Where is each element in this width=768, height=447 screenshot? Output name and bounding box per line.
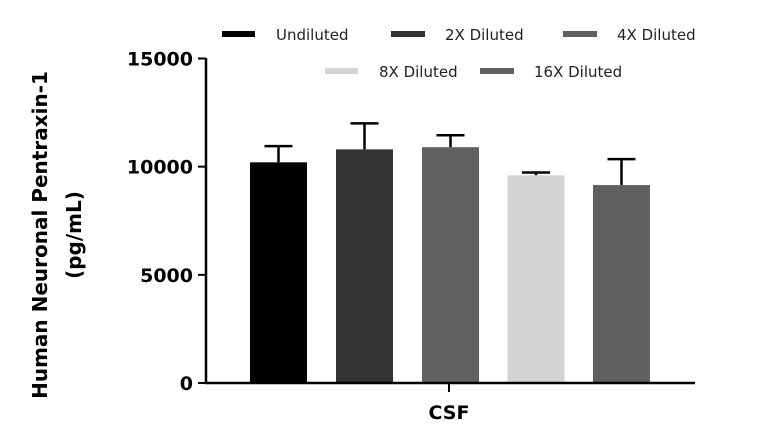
legend-label: Undiluted	[276, 26, 348, 44]
y-tick-label: 5000	[140, 265, 193, 287]
legend-item-undiluted: Undiluted	[222, 26, 348, 44]
bar-2x-diluted	[336, 122, 393, 383]
bar-4x-diluted	[422, 134, 479, 383]
x-axis: CSF	[205, 381, 695, 424]
legend-item-16x-diluted: 16X Diluted	[480, 63, 622, 81]
legend-label: 2X Diluted	[445, 26, 524, 44]
legend-swatch	[222, 31, 255, 37]
y-tick-label: 15000	[127, 49, 193, 71]
legend-swatch	[391, 31, 425, 37]
bar-rect	[507, 175, 565, 383]
legend-label: 4X Diluted	[617, 26, 696, 44]
legend: Undiluted 2X Diluted 4X Diluted 8X Dilut…	[222, 26, 696, 81]
y-axis-label-line-2: (pg/mL)	[62, 191, 86, 279]
legend-label: 16X Diluted	[534, 63, 622, 81]
legend-item-4x-diluted: 4X Diluted	[563, 26, 696, 44]
y-axis: 0 5000 10000 15000	[127, 49, 208, 395]
bars	[250, 122, 650, 383]
legend-swatch	[325, 68, 358, 74]
y-ticks: 0 5000 10000 15000	[127, 49, 206, 395]
bar-16x-diluted	[593, 157, 650, 383]
legend-item-2x-diluted: 2X Diluted	[391, 26, 524, 44]
bar-rect	[250, 162, 307, 383]
bar-rect	[593, 185, 650, 383]
bar-rect	[336, 149, 393, 383]
legend-item-8x-diluted: 8X Diluted	[325, 63, 458, 81]
y-tick-label: 0	[180, 373, 193, 395]
bar-rect	[422, 147, 479, 383]
y-axis-label-line-1: Human Neuronal Pentraxin-1	[28, 71, 52, 399]
y-tick-label: 10000	[127, 157, 193, 179]
bar-undiluted	[250, 144, 307, 383]
bar-8x-diluted	[507, 171, 565, 383]
y-axis-label: Human Neuronal Pentraxin-1 (pg/mL)	[28, 71, 86, 399]
legend-swatch	[563, 31, 597, 37]
legend-swatch	[480, 68, 514, 74]
legend-label: 8X Diluted	[379, 63, 458, 81]
x-category-label: CSF	[429, 402, 470, 424]
